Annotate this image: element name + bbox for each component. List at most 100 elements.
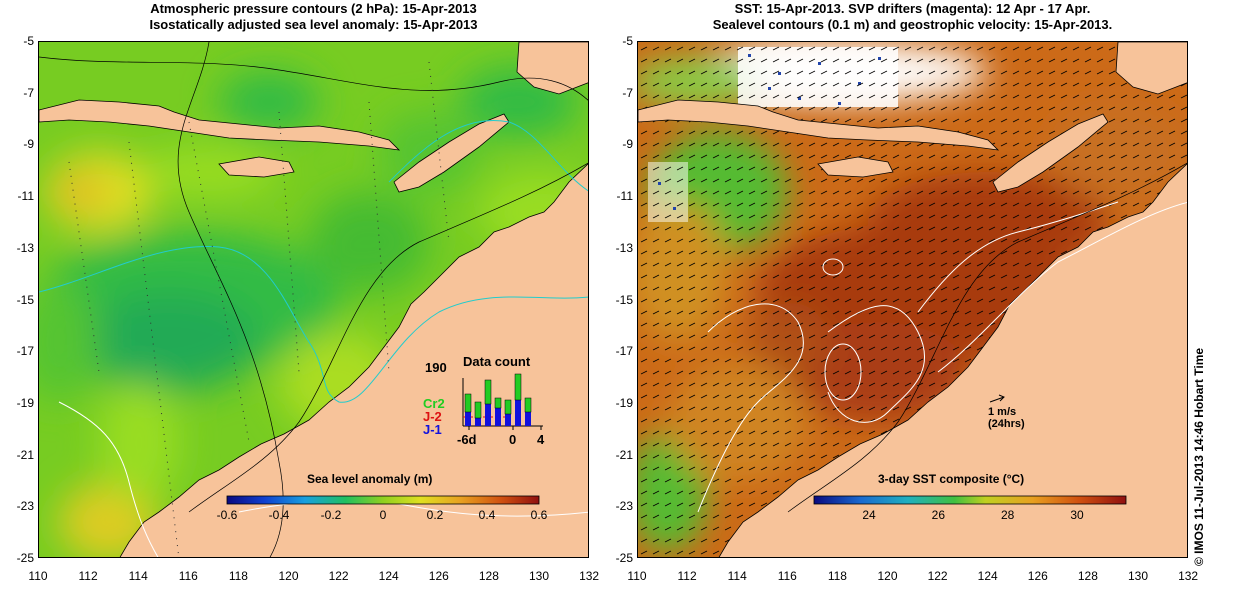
pressure-contour <box>39 246 588 403</box>
vector-scale-speed: 1 m/s <box>988 406 1017 418</box>
sea-level-contour <box>39 56 588 101</box>
left-panel-title: Atmospheric pressure contours (2 hPa): 1… <box>38 1 589 33</box>
vector-scale-period: (24hrs) <box>988 418 1025 430</box>
sla-colorbar <box>226 495 540 505</box>
left-title-line2: Isostatically adjusted sea level anomaly… <box>149 17 478 32</box>
northern-islands <box>1115 42 1187 95</box>
x-tick-label: 122 <box>328 569 349 583</box>
colorbar-tick-label: 0.6 <box>530 508 548 522</box>
sumba-island <box>218 156 295 178</box>
colorbar-tick-label: 26 <box>931 508 945 522</box>
y-tick-label: -5 <box>622 34 633 48</box>
y-tick-label: -9 <box>622 137 633 152</box>
colorbar-tick-label: -0.2 <box>320 508 342 522</box>
sst-colorbar <box>813 495 1127 505</box>
right-panel-title: SST: 15-Apr-2013. SVP drifters (magenta)… <box>637 1 1188 33</box>
data-count-x-zero: 0 <box>509 432 517 447</box>
data-count-chart <box>462 373 543 430</box>
x-tick-label: 112 <box>677 569 697 583</box>
x-tick-label: 128 <box>478 569 499 583</box>
colorbar-tick-label: 28 <box>1000 508 1015 522</box>
x-tick-label: 114 <box>128 569 148 583</box>
y-tick-label: -25 <box>16 551 34 565</box>
x-tick-label: 110 <box>627 569 647 583</box>
x-tick-label: 128 <box>1077 569 1098 583</box>
lesser-sunda-islands <box>638 99 1000 151</box>
y-tick-label: -15 <box>615 292 633 307</box>
zero-contour <box>58 401 159 557</box>
data-count-x-end: 4 <box>537 432 545 447</box>
x-tick-label: 126 <box>428 569 449 583</box>
data-count-max: 190 <box>425 360 447 375</box>
x-tick-label: 116 <box>777 569 797 583</box>
vector-scale-label: 1 m/s (24hrs) <box>988 406 1025 430</box>
x-tick-label: 112 <box>78 569 98 583</box>
y-tick-label: -7 <box>23 85 34 100</box>
x-tick-label: 126 <box>1027 569 1048 583</box>
colorbar-tick-label: 0.4 <box>478 508 496 522</box>
x-tick-label: 132 <box>1178 569 1199 583</box>
left-title-line1: Atmospheric pressure contours (2 hPa): 1… <box>150 1 477 16</box>
sea-level-contours <box>697 201 1187 513</box>
colorbar-tick-label: -0.6 <box>216 508 238 522</box>
imos-credit: © IMOS 11-Jul-2013 14:46 Hobart Time <box>1192 347 1206 566</box>
pressure-contour <box>388 120 588 192</box>
right-title-line1: SST: 15-Apr-2013. SVP drifters (magenta)… <box>734 1 1091 16</box>
lesser-sunda-islands <box>39 99 401 151</box>
legend-cr2: Cr2 <box>423 396 445 411</box>
y-tick-label: -19 <box>16 395 34 410</box>
bathymetry-contour <box>787 162 1187 513</box>
timor-island <box>992 113 1109 193</box>
x-tick-label: 124 <box>977 569 998 583</box>
right-title-line2: Sealevel contours (0.1 m) and geostrophi… <box>712 17 1113 32</box>
colorbar-tick-label: -0.4 <box>268 508 290 522</box>
sea-level-contour <box>177 42 284 557</box>
sst-map[interactable]: 3-day SST composite (°C) 24 26 28 30 1 m/s … <box>637 41 1188 558</box>
data-count-title: Data count <box>463 354 531 369</box>
x-tick-label: 120 <box>877 569 898 583</box>
x-tick-label: 130 <box>528 569 550 583</box>
northern-islands <box>516 42 588 95</box>
legend-j1: J-1 <box>423 422 442 437</box>
x-tick-label: 110 <box>28 569 48 583</box>
x-tick-label: 120 <box>278 569 299 583</box>
sea-level-anomaly-map[interactable]: Sea level anomaly (m) -0.6 -0.4 -0.2 0 0.2 0.… <box>38 41 589 558</box>
colorbar-tick-label: 0.2 <box>426 508 444 522</box>
altimeter-tracks <box>68 61 450 557</box>
x-tick-label: 118 <box>228 569 248 583</box>
x-tick-label: 124 <box>378 569 399 583</box>
y-tick-label: -17 <box>615 344 633 359</box>
sst-map-svg <box>638 42 1187 557</box>
y-tick-label: -5 <box>23 34 34 48</box>
vector-scale-arrow <box>989 394 1005 403</box>
x-tick-label: 116 <box>178 569 198 583</box>
sea-level-contour <box>188 162 588 513</box>
x-tick-label: 122 <box>927 569 948 583</box>
australia-land <box>718 163 1187 557</box>
colorbar-tick-label: 0 <box>379 508 387 522</box>
x-tick-label: 130 <box>1127 569 1149 583</box>
y-tick-label: -7 <box>622 85 633 100</box>
x-tick-label: 132 <box>579 569 600 583</box>
y-tick-label: -13 <box>16 240 34 255</box>
legend-j2: J-2 <box>423 409 442 424</box>
y-tick-label: -11 <box>616 189 633 204</box>
y-tick-label: -23 <box>615 499 633 514</box>
y-tick-label: -23 <box>16 499 34 514</box>
sla-map-svg <box>39 42 588 557</box>
y-tick-label: -13 <box>615 240 633 255</box>
y-tick-label: -21 <box>16 447 34 462</box>
y-tick-label: -19 <box>615 395 633 410</box>
sla-colorbar-label: Sea level anomaly (m) <box>307 472 433 486</box>
data-count-x-start: -6d <box>457 432 477 447</box>
x-tick-label: 114 <box>727 569 747 583</box>
sst-colorbar-label: 3-day SST composite (°C) <box>878 472 1025 486</box>
y-tick-label: -11 <box>17 189 34 204</box>
y-tick-label: -9 <box>23 137 34 152</box>
sumba-island <box>817 156 894 178</box>
y-tick-label: -15 <box>16 292 34 307</box>
colorbar-tick-label: 30 <box>1070 508 1084 522</box>
australia-land <box>119 163 588 557</box>
colorbar-tick-label: 24 <box>862 508 876 522</box>
y-tick-label: -21 <box>615 447 633 462</box>
